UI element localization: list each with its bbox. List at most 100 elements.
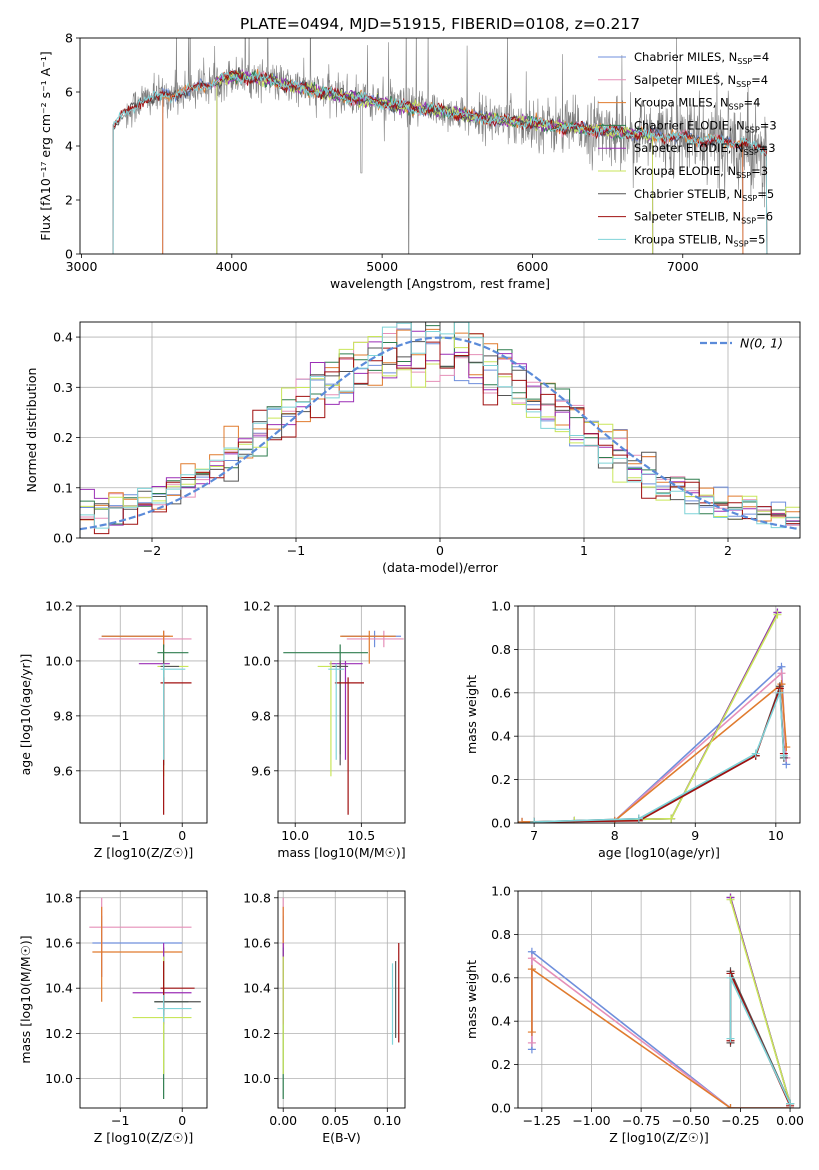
- histogram-chabrier-stelib: [80, 322, 800, 520]
- x-tick-label: 2: [724, 543, 732, 558]
- series-line: [531, 956, 791, 1108]
- y-tick-label: 0.4: [53, 330, 73, 345]
- legend: Chabrier MILES, NSSP=4 Salpeter MILES, NS…: [598, 50, 777, 248]
- legend-entry: Chabrier MILES, NSSP=4: [634, 50, 769, 66]
- legend-value: =3: [751, 164, 768, 178]
- legend-entry: Chabrier STELIB, NSSP=5: [634, 187, 774, 203]
- x-tick-label: −1: [111, 1113, 129, 1128]
- point-marker: [518, 817, 527, 823]
- series-chabrier-miles: [527, 947, 795, 1108]
- point-marker: [527, 965, 536, 974]
- point-marker: [751, 749, 760, 758]
- y-tick-label: 0.0: [53, 531, 73, 546]
- series-line: [574, 612, 779, 822]
- errorbar-kroupa-miles: [340, 630, 396, 664]
- legend-value: =6: [756, 210, 773, 224]
- series-kroupa-stelib: [726, 973, 795, 1108]
- grid: [518, 890, 800, 1109]
- y-tick-label: 10.6: [45, 935, 73, 950]
- legend-value: =3: [760, 118, 777, 132]
- y-axis-label: mass [log10(M/M☉)]: [18, 935, 33, 1063]
- x-axis-label: mass [log10(M/M☉)]: [277, 845, 405, 860]
- y-tick-label: 10.0: [243, 1071, 271, 1086]
- legend-subscript: SSP: [729, 103, 744, 112]
- x-tick-label: 6000: [517, 259, 549, 274]
- errorbar-salpeter-elodie: [329, 660, 363, 760]
- series-line: [534, 686, 785, 823]
- axes-frame: [517, 605, 801, 824]
- legend-subscript: SSP: [736, 171, 751, 180]
- y-axis-label: age [log10(age/yr)]: [18, 654, 33, 776]
- x-tick-label: 0.05: [321, 1113, 349, 1128]
- y-axis-label: mass weight: [464, 675, 479, 754]
- x-tick-label: −1.00: [572, 1113, 610, 1128]
- x-tick-label: 0: [436, 543, 444, 558]
- point-marker: [775, 688, 784, 697]
- axes-frame: [79, 605, 208, 824]
- plot-area: [282, 897, 400, 1099]
- histogram-salpeter-miles: [80, 322, 800, 526]
- legend-subscript: SSP: [744, 148, 759, 157]
- legend-value: =5: [757, 187, 774, 201]
- grid: [518, 605, 800, 824]
- x-axis-label: Z [log10(Z/Z☉)]: [94, 1130, 194, 1145]
- plot-area: [283, 630, 404, 815]
- plot-area: [112, 38, 768, 254]
- series-line: [574, 612, 779, 822]
- series-line: [574, 614, 779, 822]
- x-axis-label: (data-model)/error: [382, 560, 499, 575]
- model-line-kroupa-stelib: [112, 71, 768, 254]
- errorbar-salpeter-stelib: [334, 677, 364, 815]
- series-kroupa-miles: [527, 965, 795, 1108]
- x-tick-label: −2: [143, 543, 161, 558]
- errorbar-kroupa-stelib: [160, 663, 186, 760]
- errorbar-salpeter-miles: [346, 630, 404, 648]
- x-tick-label: 9: [691, 828, 699, 843]
- x-tick-label: 3000: [66, 259, 98, 274]
- errorbar-chabrier-miles: [92, 915, 183, 977]
- y-tick-label: 1.0: [491, 884, 511, 899]
- y-tick-label: 9.8: [251, 708, 271, 723]
- legend-value: =5: [749, 232, 766, 246]
- point-marker: [726, 973, 735, 982]
- panel-mass_vs_ebv: 0.00 0.05 0.10 10.0 10.2 10.4 10.6 10.8 E(B-V): [243, 890, 406, 1145]
- x-tick-label: 5000: [366, 259, 398, 274]
- point-marker: [527, 1028, 536, 1037]
- errorbar-salpeter-miles: [98, 630, 192, 648]
- plot-area: [80, 322, 800, 535]
- x-tick-label: 7000: [667, 259, 699, 274]
- axes-frame: [277, 890, 406, 1109]
- point-marker: [667, 814, 676, 823]
- x-tick-label: −1: [287, 543, 305, 558]
- x-tick-label: 0: [178, 1113, 186, 1128]
- y-tick-label: 10.0: [243, 653, 271, 668]
- y-tick-label: 9.8: [53, 708, 73, 723]
- legend-value: =3: [759, 141, 776, 155]
- point-marker: [726, 1104, 735, 1108]
- y-tick-label: 10.2: [45, 1026, 73, 1041]
- x-tick-label: 0.10: [373, 1113, 401, 1128]
- y-tick-label: 0.3: [53, 380, 73, 395]
- legend-value: =4: [751, 73, 768, 87]
- y-tick-label: 0.6: [491, 970, 511, 985]
- y-tick-label: 10.0: [45, 1071, 73, 1086]
- plot-area: [527, 893, 795, 1108]
- point-marker: [726, 1034, 735, 1043]
- errorbar-salpeter-stelib: [160, 961, 195, 1011]
- panel-mass_vs_Z: −1 0 10.0 10.2 10.4 10.6 10.8 Z [log10(Z/Z☉)] ma…: [18, 890, 208, 1145]
- y-tick-label: 2: [65, 193, 73, 208]
- series-line: [521, 665, 788, 823]
- y-tick-label: 4: [65, 139, 73, 154]
- histogram-kroupa-stelib: [80, 322, 800, 529]
- series-chabrier-elodie: [570, 608, 782, 823]
- legend-subscript: SSP: [745, 125, 760, 134]
- panel-age_vs_Z: −1 0 9.6 9.8 10.0 10.2 Z [log10(Z/Z☉)] age [log…: [18, 599, 208, 860]
- y-axis-label: Normed distribution: [24, 368, 39, 493]
- legend-subscript: SSP: [737, 57, 752, 66]
- x-tick-label: 10: [768, 828, 784, 843]
- legend-subscript: SSP: [734, 239, 749, 248]
- point-marker: [527, 1038, 536, 1047]
- point-marker: [777, 669, 786, 678]
- point-marker: [634, 814, 643, 823]
